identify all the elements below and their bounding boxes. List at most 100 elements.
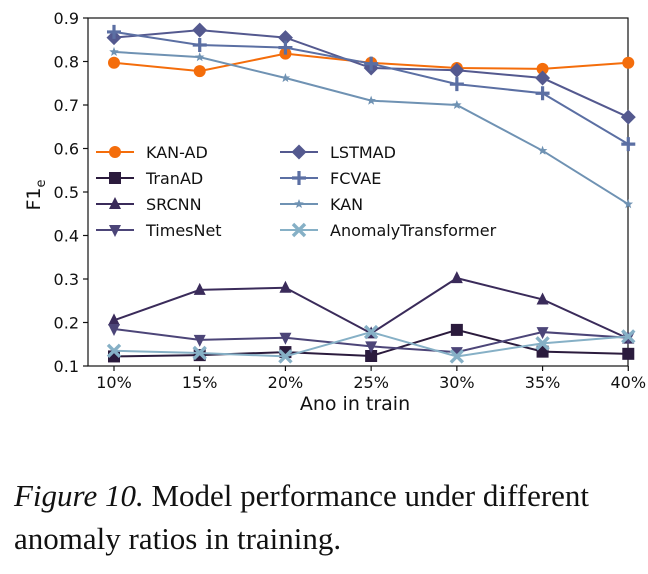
plot-area: 0.1 0.2 0.3 0.4 0.5 0.6 0.7 0.8 0.9 10% 15% 20% 25% 3… [54, 9, 647, 392]
legend-item-fcvae: FCVAE [280, 169, 381, 188]
y-tick-label: 0.8 [54, 53, 79, 72]
line-chart: 0.1 0.2 0.3 0.4 0.5 0.6 0.7 0.8 0.9 10% 15% 20% 25% 3… [23, 9, 647, 415]
data-point [193, 282, 206, 295]
data-point [194, 52, 205, 62]
legend-item-timesnet: TimesNet [96, 221, 222, 240]
data-point [107, 24, 121, 39]
data-point [536, 327, 549, 340]
data-point [192, 22, 208, 38]
data-point [193, 65, 206, 78]
data-point [280, 73, 291, 83]
legend-item-kan-ad: KAN-AD [96, 143, 208, 162]
series-line [113, 30, 629, 146]
data-point [452, 100, 462, 110]
legend-marker [109, 225, 121, 237]
legend-item-lstmad: LSTMAD [280, 143, 396, 162]
legend-item-tranad: TranAD [96, 169, 203, 188]
data-point [364, 56, 379, 71]
data-point [365, 349, 378, 362]
legend-label: LSTMAD [330, 143, 396, 162]
y-axis-label: F1e [23, 179, 49, 210]
data-point [450, 323, 463, 336]
data-point [365, 341, 378, 354]
data-point [535, 86, 550, 101]
data-point [620, 109, 636, 125]
data-point [108, 313, 120, 326]
x-tick-label: 10% [96, 373, 132, 392]
data-point [363, 324, 379, 340]
data-point [621, 329, 636, 344]
data-point [108, 324, 120, 337]
x-tick-label: 35% [525, 373, 561, 392]
data-point [449, 62, 465, 78]
series-fcvae [107, 24, 636, 152]
y-tick-label: 0.9 [54, 9, 79, 28]
y-tick-label: 0.6 [54, 140, 79, 159]
y-tick-label: 0.2 [54, 314, 79, 333]
data-point [449, 349, 465, 364]
legend-marker [294, 199, 304, 209]
x-tick-label: 20% [268, 373, 304, 392]
legend-marker [292, 171, 306, 185]
x-tick-label: 40% [611, 373, 647, 392]
data-point [622, 56, 635, 69]
x-tick-label: 25% [353, 373, 389, 392]
data-point [109, 46, 119, 56]
legend-label: TranAD [145, 169, 203, 188]
legend-marker [291, 222, 307, 238]
data-point [278, 40, 293, 55]
figure-caption-label: Figure 10. [14, 478, 144, 513]
y-tick-label: 0.1 [54, 357, 79, 376]
series-timesnet [108, 324, 635, 360]
data-point [277, 30, 293, 46]
legend-item-srcnn: SRCNN [96, 195, 202, 214]
y-tick-label: 0.5 [54, 183, 79, 202]
data-point [106, 343, 122, 358]
legend-marker [109, 172, 121, 184]
y-tick-label: 0.4 [54, 227, 79, 246]
legend-marker [109, 197, 121, 209]
legend-label: TimesNet [145, 221, 222, 240]
series-lstmad [106, 22, 636, 125]
legend-item-anomalytransformer: AnomalyTransformer [280, 221, 497, 240]
y-axis-label-main: F1 [23, 187, 45, 210]
legend-label: SRCNN [146, 195, 202, 214]
series-kan [109, 46, 634, 209]
data-point [535, 336, 550, 351]
data-point [621, 137, 636, 152]
data-point [536, 62, 549, 75]
data-point [535, 70, 551, 86]
data-point [193, 334, 206, 347]
figure-caption-text: Model performance under different anomal… [14, 478, 590, 556]
data-point [278, 349, 293, 364]
legend-label: AnomalyTransformer [330, 221, 497, 240]
x-tick-label: 30% [439, 373, 475, 392]
legend-item-kan: KAN [280, 195, 363, 214]
figure-caption: Figure 10. Model performance under diffe… [14, 474, 634, 560]
data-point [536, 292, 549, 305]
data-point [279, 332, 292, 345]
data-point [192, 37, 207, 52]
data-point [537, 145, 548, 155]
data-point [622, 347, 635, 360]
x-tick-label: 15% [182, 373, 218, 392]
data-point [450, 347, 463, 360]
legend-label: KAN [330, 195, 363, 214]
legend-label: KAN-AD [146, 143, 208, 162]
data-point [192, 345, 207, 361]
legend-marker [291, 144, 307, 160]
x-axis-label: Ano in train [300, 393, 410, 415]
data-point [449, 77, 464, 92]
legend-marker [109, 146, 121, 158]
data-point [366, 95, 376, 105]
data-point [623, 199, 634, 209]
legend: KAN-AD TranAD SRCNN TimesNet LSTMAD FCVAE KAN A… [96, 143, 497, 240]
data-point [108, 56, 120, 69]
y-axis-label-subscript: e [34, 179, 49, 187]
y-tick-label: 0.7 [54, 96, 79, 115]
data-point [279, 280, 292, 293]
y-tick-label: 0.3 [54, 270, 79, 289]
data-point [450, 271, 463, 284]
series-anomalytransformer [106, 324, 636, 364]
legend-label: FCVAE [330, 169, 381, 188]
